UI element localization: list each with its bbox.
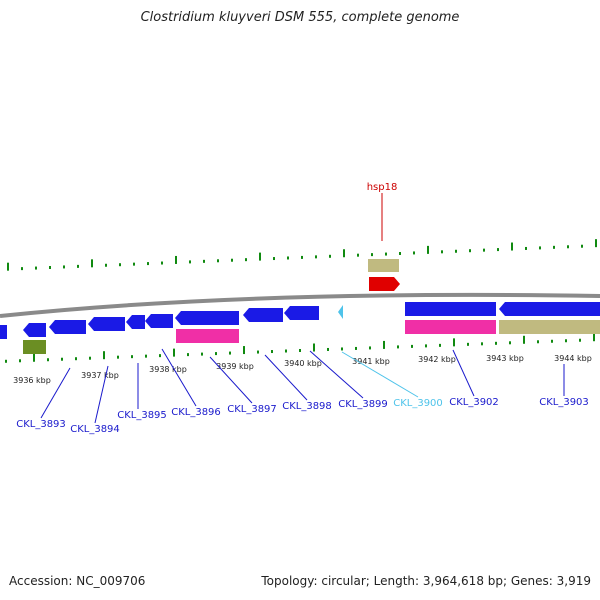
- label-leader-lines: [40, 348, 565, 424]
- gene-leader-line: [161, 348, 197, 407]
- axis-tick-label: 3939 kbp: [216, 362, 254, 371]
- axis-tick-label: 3944 kbp: [554, 354, 592, 363]
- gene-label[interactable]: CKL_3898: [282, 401, 332, 412]
- axis-tick-label: 3943 kbp: [486, 354, 524, 363]
- gene-label[interactable]: CKL_3893: [16, 419, 66, 430]
- cds-feature[interactable]: [23, 323, 46, 337]
- cds-feature[interactable]: [284, 306, 319, 320]
- rna-feature[interactable]: [405, 320, 496, 334]
- cds-feature[interactable]: [126, 315, 145, 329]
- axis-tick-label: 3936 kbp: [13, 376, 51, 385]
- gene-label[interactable]: CKL_3899: [338, 399, 388, 410]
- gene-label[interactable]: CKL_3895: [117, 410, 167, 421]
- gene-leader-line: [341, 351, 419, 398]
- gene-label[interactable]: CKL_3902: [449, 397, 499, 408]
- gene-leader-line: [264, 354, 308, 401]
- outer-tick-track: [7, 239, 597, 271]
- cds-feature[interactable]: [175, 311, 239, 325]
- gene-labels: CKL_3893 CKL_3894 CKL_3895 CKL_3896 CKL_3897…: [16, 397, 589, 435]
- cds-feature[interactable]: [145, 314, 173, 328]
- genome-backbone: [0, 292, 600, 318]
- cds-feature[interactable]: [0, 325, 7, 339]
- gene-label[interactable]: CKL_3903: [539, 397, 589, 408]
- axis-tick-label: 3938 kbp: [149, 365, 187, 374]
- cds-feature[interactable]: [405, 302, 496, 316]
- cds-row: [0, 302, 600, 339]
- olive-feature[interactable]: [23, 340, 46, 354]
- gene-leader-line: [309, 350, 364, 399]
- gene-leader-line: [209, 356, 253, 404]
- axis-tick-label: 3940 kbp: [284, 359, 322, 368]
- gene-label[interactable]: CKL_3896: [171, 407, 221, 418]
- gene-label[interactable]: CKL_3897: [227, 404, 277, 415]
- gene-label[interactable]: CKL_3900: [393, 398, 443, 409]
- hsp-label[interactable]: hsp18: [367, 182, 398, 193]
- topology-text: Topology: circular; Length: 3,964,618 bp…: [261, 574, 591, 588]
- cds-feature[interactable]: [499, 302, 600, 316]
- gene-feature[interactable]: [368, 259, 399, 272]
- hsp-feature[interactable]: [369, 277, 400, 291]
- map-title: Clostridium kluyveri DSM 555, complete g…: [140, 10, 460, 25]
- rna-feature[interactable]: [176, 329, 239, 343]
- cds-feature[interactable]: [88, 317, 125, 331]
- cds-feature[interactable]: [49, 320, 86, 334]
- axis-tick-label: 3941 kbp: [352, 357, 390, 366]
- axis-tick-label: 3937 kbp: [81, 371, 119, 380]
- gene-leader-line: [452, 349, 475, 397]
- gene-label[interactable]: CKL_3894: [70, 424, 120, 435]
- gene-leader-line: [94, 365, 109, 424]
- cds-feature[interactable]: [243, 308, 283, 322]
- axis-tick-labels: 3936 kbp 3937 kbp 3938 kbp 3939 kbp 3940 kbp…: [13, 354, 592, 385]
- gene-leader-line: [40, 367, 71, 419]
- accession-text: Accession: NC_009706: [9, 574, 146, 588]
- axis-tick-label: 3942 kbp: [418, 355, 456, 364]
- gene-feature[interactable]: [499, 320, 600, 334]
- inner-tick-track: [5, 333, 595, 363]
- cds-feature-highlight[interactable]: [338, 305, 343, 319]
